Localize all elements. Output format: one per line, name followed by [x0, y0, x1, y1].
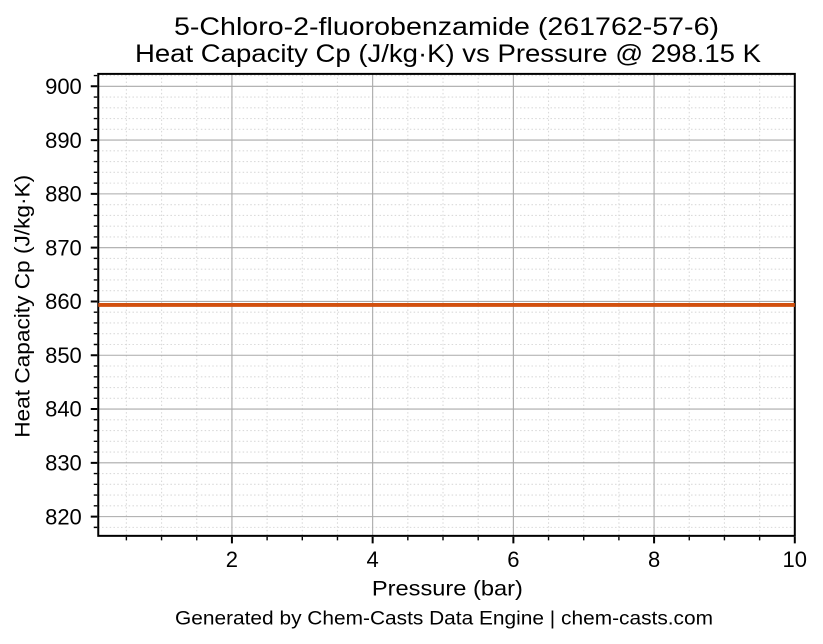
svg-text:900: 900: [45, 74, 82, 99]
svg-text:840: 840: [45, 397, 82, 422]
svg-text:880: 880: [45, 182, 82, 207]
svg-text:8: 8: [648, 547, 660, 572]
svg-text:Heat Capacity Cp (J/kg·K) vs P: Heat Capacity Cp (J/kg·K) vs Pressure @ …: [135, 40, 761, 68]
svg-text:Generated by Chem-Casts Data E: Generated by Chem-Casts Data Engine | ch…: [175, 609, 713, 630]
svg-text:860: 860: [45, 289, 82, 314]
svg-text:850: 850: [45, 343, 82, 368]
svg-text:10: 10: [783, 547, 807, 572]
svg-text:820: 820: [45, 504, 82, 529]
svg-text:5-Chloro-2-fluorobenzamide (26: 5-Chloro-2-fluorobenzamide (261762-57-6): [174, 13, 719, 41]
svg-text:4: 4: [367, 547, 379, 572]
svg-text:870: 870: [45, 235, 82, 260]
svg-text:Heat Capacity Cp (J/kg·K): Heat Capacity Cp (J/kg·K): [12, 175, 35, 438]
svg-text:Pressure (bar): Pressure (bar): [372, 577, 523, 601]
svg-text:6: 6: [507, 547, 519, 572]
svg-text:890: 890: [45, 128, 82, 153]
svg-text:830: 830: [45, 451, 82, 476]
svg-text:2: 2: [226, 547, 238, 572]
